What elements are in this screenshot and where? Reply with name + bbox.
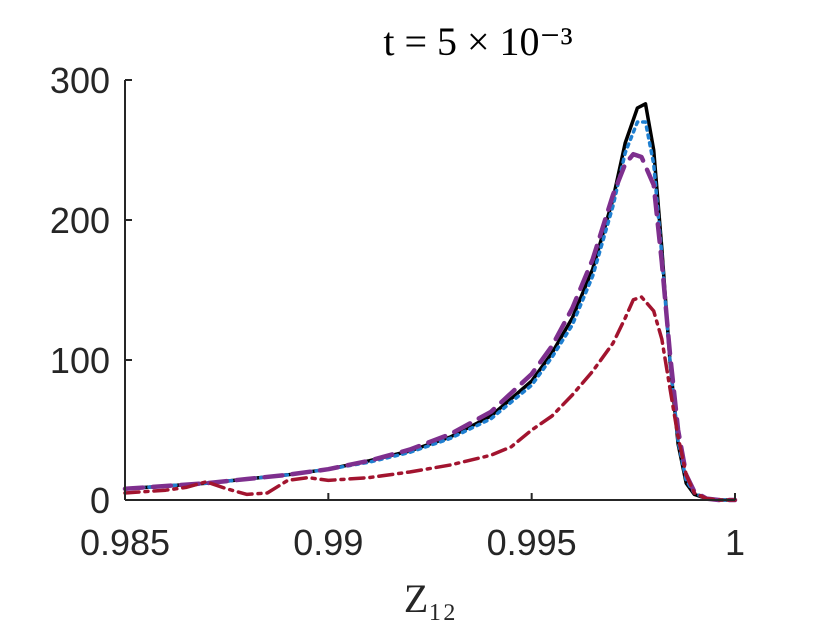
series-group (122, 102, 738, 503)
x-tick-label: 1 (725, 522, 745, 563)
x-tick-label: 0.985 (80, 522, 170, 563)
y-tick-label: 300 (50, 60, 110, 101)
axes-group (124, 80, 735, 501)
chart-title: t = 5 × 10⁻³ (383, 19, 572, 64)
x-tick-label: 0.99 (293, 522, 363, 563)
y-tick-label: 200 (50, 200, 110, 241)
ticks-group: 0.985 0.99 0.995 1 0 100 200 300 (50, 60, 745, 563)
x-axis-label: Z₁₂ (404, 576, 456, 621)
y-tick-label: 0 (90, 480, 110, 521)
series-line-3-dashed (122, 151, 738, 503)
series-line-4-dashdot (123, 295, 737, 502)
y-tick-label: 100 (50, 340, 110, 381)
x-tick-label: 0.995 (487, 522, 577, 563)
